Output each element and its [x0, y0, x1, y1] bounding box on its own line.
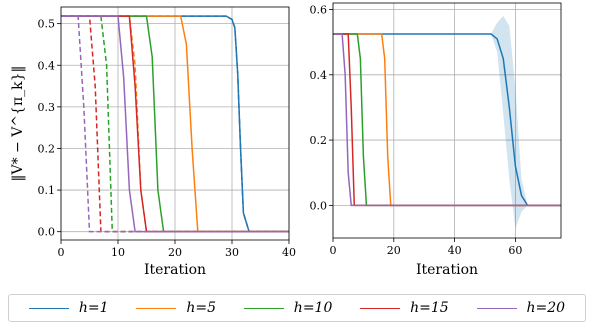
- legend-item-h5: h=5: [136, 300, 216, 316]
- x-tick-label: 40: [282, 246, 296, 259]
- y-tick-label: 0.3: [38, 101, 56, 114]
- y-tick-label: 0.5: [38, 18, 56, 31]
- x-tick-label: 40: [448, 244, 462, 257]
- y-tick-label: 0.4: [38, 59, 56, 72]
- x-tick-label: 20: [168, 246, 182, 259]
- y-tick-label: 0.2: [38, 142, 56, 155]
- series-line-h5: [333, 33, 561, 207]
- plot-area: [333, 16, 561, 229]
- series-line-h1-dashed: [61, 15, 289, 233]
- series-line-h1: [333, 33, 561, 207]
- confidence-band: [333, 16, 561, 229]
- x-tick-label: 10: [111, 246, 125, 259]
- x-tick-label: 20: [387, 244, 401, 257]
- y-tick-label: 0.4: [310, 69, 328, 82]
- right-chart-panel: 0 20 40 60 0.0 0.2 0.4 0.6 Iteration: [310, 2, 562, 278]
- legend-label: h=10: [293, 300, 333, 316]
- y-tick-label: 0.1: [38, 184, 56, 197]
- x-tick-label: 30: [225, 246, 239, 259]
- legend-label: h=5: [186, 300, 216, 316]
- legend-item-h20: h=20: [476, 300, 566, 316]
- legend-swatch: [243, 307, 284, 309]
- legend-item-h1: h=1: [28, 300, 109, 316]
- x-axis-label: Iteration: [144, 262, 206, 278]
- series-line-h20: [333, 33, 561, 207]
- legend-label: h=20: [526, 300, 566, 316]
- series-line-h15: [333, 33, 561, 207]
- legend-item-h15: h=15: [360, 300, 449, 316]
- legend-item-h10: h=10: [243, 300, 333, 316]
- legend-label: h=15: [410, 300, 449, 316]
- series-line-h10: [333, 33, 561, 207]
- y-tick-label: 0.6: [310, 4, 328, 17]
- y-axis-label: ‖V* − V^{π_k}‖: [10, 65, 26, 181]
- left-chart-panel: 0 10 20 30 40 0.0 0.1 0.2 0.3 0.4 0.5 Iteration ‖V* …: [10, 6, 296, 278]
- y-tick-label: 0.0: [310, 199, 328, 212]
- series-line-h20-dashed: [61, 15, 289, 233]
- legend-swatch: [360, 307, 401, 309]
- x-axis-label: Iteration: [416, 262, 478, 278]
- x-tick-label: 0: [330, 244, 337, 257]
- legend-swatch: [136, 307, 177, 309]
- legend: h=1 h=5 h=10 h=15 h=20: [8, 294, 586, 322]
- legend-label: h=1: [78, 300, 109, 316]
- legend-swatch: [28, 307, 69, 309]
- x-tick-label: 60: [508, 244, 522, 257]
- plot-area: [61, 15, 289, 233]
- x-tick-label: 0: [58, 246, 65, 259]
- y-tick-label: 0.2: [310, 134, 328, 147]
- legend-swatch: [476, 307, 517, 309]
- axes-frame: [332, 2, 562, 239]
- y-tick-label: 0.0: [38, 226, 56, 239]
